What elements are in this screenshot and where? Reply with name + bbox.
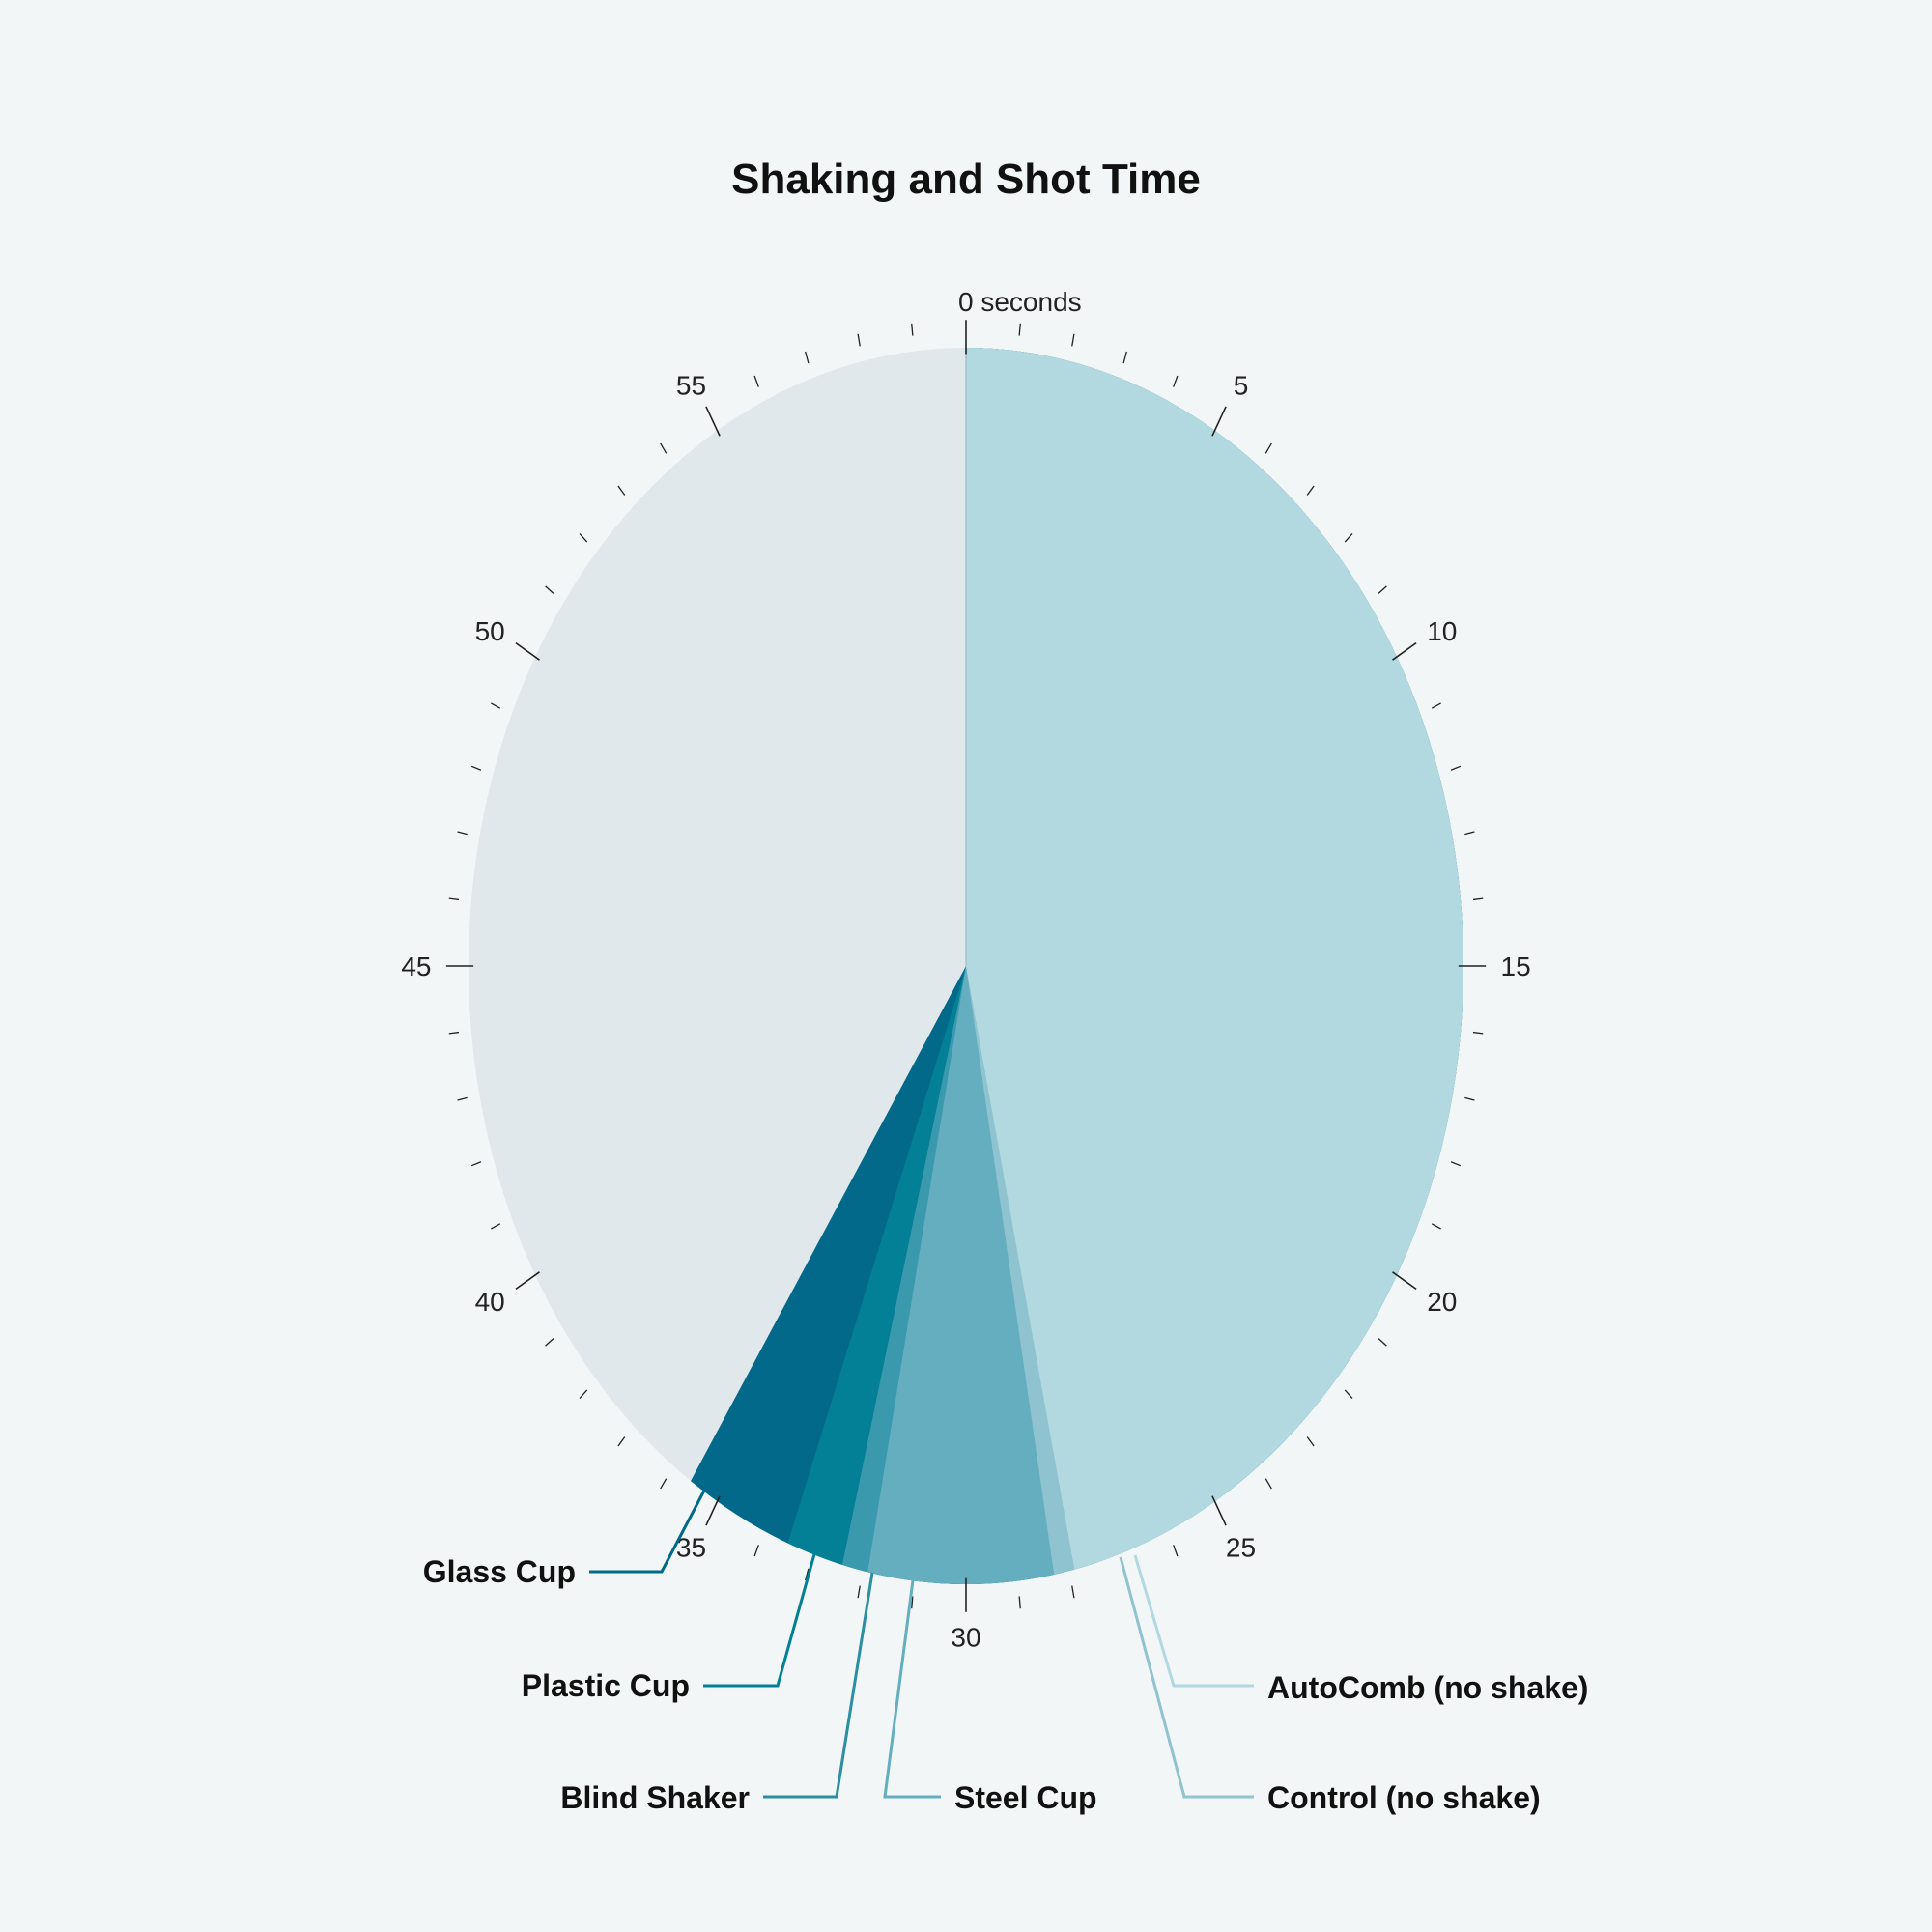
minor-tick	[457, 1096, 468, 1101]
major-tick	[1392, 641, 1417, 661]
legend-label-autocomb-no-shake: AutoComb (no shake)	[1267, 1670, 1588, 1705]
minor-tick	[857, 1585, 861, 1599]
minor-tick	[470, 765, 482, 771]
leader-line-glass-cup	[589, 1490, 706, 1574]
minor-tick	[911, 323, 914, 336]
minor-tick	[579, 533, 588, 543]
legend-label-plastic-cup: Plastic Cup	[522, 1668, 690, 1703]
minor-tick	[448, 1031, 460, 1035]
minor-tick	[911, 1596, 914, 1609]
minor-tick	[753, 375, 759, 387]
legend-label-glass-cup: Glass Cup	[423, 1554, 576, 1589]
minor-tick	[1173, 375, 1179, 387]
minor-tick	[1306, 485, 1315, 496]
leader-line-plastic-cup	[703, 1553, 816, 1688]
tick-label: 20	[1427, 1287, 1457, 1317]
minor-tick	[805, 351, 810, 364]
minor-tick	[660, 1478, 668, 1490]
legend-label-control-no-shake: Control (no shake)	[1267, 1780, 1541, 1815]
minor-tick	[1071, 1585, 1075, 1599]
minor-tick	[1450, 1161, 1462, 1167]
major-tick	[1211, 406, 1227, 437]
tick-label: 50	[475, 616, 505, 646]
minor-tick	[1378, 585, 1387, 594]
major-tick	[515, 641, 540, 661]
legend-layer: AutoComb (no shake) Control (no shake) Ste…	[423, 1490, 1588, 1815]
minor-tick	[805, 1568, 810, 1581]
minor-tick	[1472, 897, 1484, 901]
minor-tick	[1344, 533, 1353, 543]
major-tick	[1392, 1271, 1417, 1291]
ticks-layer	[445, 320, 1487, 1612]
tick-label: 40	[475, 1287, 505, 1317]
minor-tick	[457, 831, 468, 836]
minor-tick	[1344, 1389, 1353, 1399]
legend-label-steel-cup: Steel Cup	[954, 1780, 1097, 1815]
tick-label: 55	[676, 371, 706, 401]
minor-tick	[545, 585, 554, 594]
slice-autocomb-no-shake	[966, 348, 1463, 1570]
minor-tick	[1431, 702, 1441, 709]
slices-layer	[469, 348, 1463, 1584]
minor-tick	[1173, 1545, 1179, 1557]
minor-tick	[1018, 323, 1021, 336]
slice-remaining	[469, 348, 966, 1482]
tick-label: 5	[1234, 371, 1249, 401]
minor-tick	[1464, 831, 1475, 836]
minor-tick	[1264, 442, 1272, 454]
minor-tick	[857, 333, 861, 347]
minor-tick	[753, 1545, 759, 1557]
minor-tick	[617, 485, 626, 496]
major-tick	[515, 1271, 540, 1291]
minor-tick	[491, 702, 501, 709]
major-tick	[705, 1495, 721, 1526]
minor-tick	[660, 442, 668, 454]
leader-line-control-no-shake	[1119, 1556, 1254, 1799]
major-tick	[1211, 1495, 1227, 1526]
minor-tick	[1071, 333, 1075, 347]
tick-label: 10	[1427, 616, 1457, 646]
major-tick	[705, 406, 721, 437]
minor-tick	[1306, 1436, 1315, 1447]
minor-tick	[491, 1223, 501, 1230]
minor-tick	[1450, 765, 1462, 771]
tick-label: 15	[1501, 952, 1531, 981]
minor-tick	[1264, 1478, 1272, 1490]
leader-line-blind-shaker	[763, 1572, 874, 1799]
minor-tick	[545, 1338, 554, 1347]
leader-line-autocomb-no-shake	[1133, 1554, 1254, 1688]
tick-label: 45	[401, 952, 431, 981]
minor-tick	[1018, 1596, 1021, 1609]
leader-line-steel-cup	[883, 1579, 941, 1799]
minor-tick	[617, 1436, 626, 1447]
minor-tick	[1464, 1096, 1475, 1101]
minor-tick	[1472, 1031, 1484, 1035]
tick-label-zero: 0 seconds	[958, 287, 1082, 317]
minor-tick	[1378, 1338, 1387, 1347]
tick-label: 25	[1226, 1532, 1256, 1562]
minor-tick	[470, 1161, 482, 1167]
minor-tick	[1122, 351, 1127, 364]
minor-tick	[1431, 1223, 1441, 1230]
minor-tick	[448, 897, 460, 901]
legend-label-blind-shaker: Blind Shaker	[560, 1780, 750, 1815]
tick-label: 30	[951, 1622, 980, 1652]
chart-title: Shaking and Shot Time	[731, 156, 1201, 203]
minor-tick	[579, 1389, 588, 1399]
